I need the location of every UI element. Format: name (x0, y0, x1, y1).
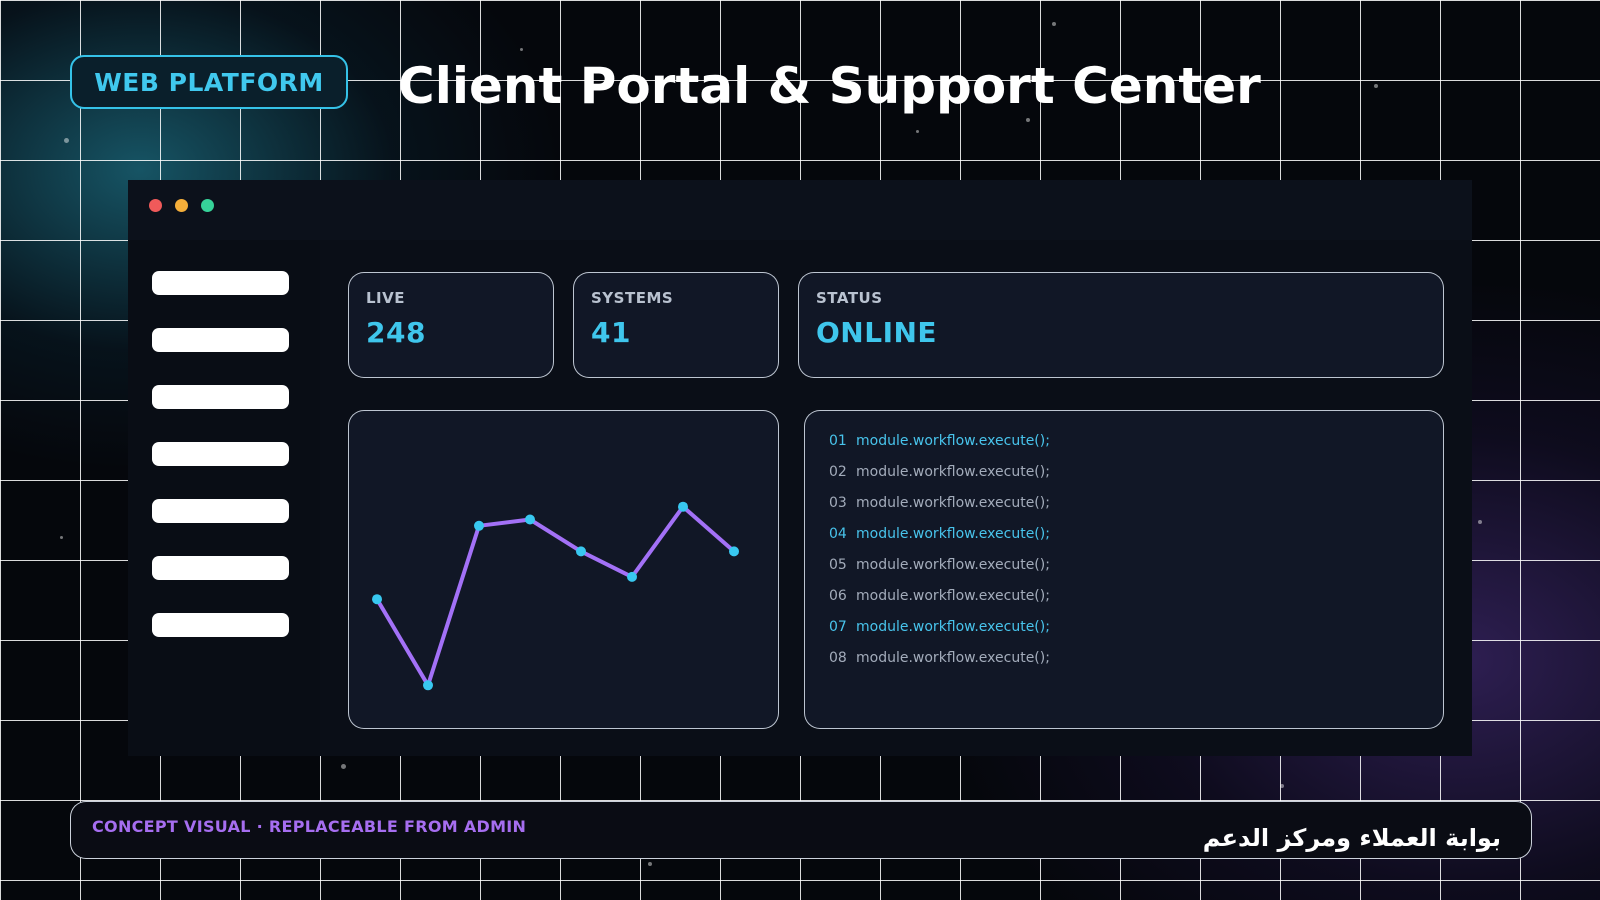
footer-caption: CONCEPT VISUAL · REPLACEABLE FROM ADMIN (92, 817, 527, 836)
code-line-text: module.workflow.execute(); (856, 619, 1050, 635)
code-line: 06 module.workflow.execute(); (829, 586, 1050, 606)
code-line-number: 05 (829, 557, 847, 573)
code-line-text: module.workflow.execute(); (856, 495, 1050, 511)
stat-value: 41 (591, 316, 631, 349)
data-point[interactable] (423, 680, 433, 691)
star (1026, 118, 1030, 122)
code-line-number: 07 (829, 619, 847, 635)
dashboard-content: LIVE 248 SYSTEMS 41 STATUS ONLINE 01 modu… (320, 240, 1472, 756)
data-point[interactable] (627, 571, 637, 582)
footer-bar: CONCEPT VISUAL · REPLACEABLE FROM ADMIN … (70, 801, 1532, 859)
code-line: 04 module.workflow.execute(); (829, 524, 1050, 544)
star (60, 536, 63, 539)
platform-badge: WEB PLATFORM (70, 55, 348, 109)
code-line-text: module.workflow.execute(); (856, 433, 1050, 449)
sidebar-item-5[interactable] (152, 499, 289, 523)
close-dot[interactable] (149, 199, 162, 212)
stat-label: LIVE (366, 289, 405, 307)
star (520, 48, 523, 51)
code-line-number: 08 (829, 650, 847, 666)
stat-value: ONLINE (816, 316, 938, 349)
star (341, 764, 346, 769)
sidebar-item-6[interactable] (152, 556, 289, 580)
sidebar-item-2[interactable] (152, 328, 289, 352)
stat-card-status: STATUS ONLINE (798, 272, 1444, 378)
sidebar-item-7[interactable] (152, 613, 289, 637)
data-point[interactable] (474, 520, 484, 531)
minimize-dot[interactable] (175, 199, 188, 212)
line-chart-panel (348, 410, 779, 729)
code-line: 08 module.workflow.execute(); (829, 648, 1050, 668)
window-titlebar (128, 180, 1472, 240)
code-line-number: 04 (829, 526, 847, 542)
star (1374, 84, 1378, 88)
star (916, 130, 919, 133)
sidebar-item-4[interactable] (152, 442, 289, 466)
footer-arabic-title: بوابة العملاء ومركز الدعم (1202, 824, 1501, 852)
code-line-text: module.workflow.execute(); (856, 557, 1050, 573)
code-line-number: 03 (829, 495, 847, 511)
data-point[interactable] (372, 594, 382, 605)
star (648, 862, 652, 866)
page-title: Client Portal & Support Center (398, 57, 1261, 115)
star (64, 138, 69, 143)
code-line: 02 module.workflow.execute(); (829, 462, 1050, 482)
data-point[interactable] (678, 501, 688, 512)
stat-card-systems: SYSTEMS 41 (573, 272, 779, 378)
code-line: 07 module.workflow.execute(); (829, 617, 1050, 637)
line-chart (372, 501, 739, 691)
stat-label: SYSTEMS (591, 289, 674, 307)
maximize-dot[interactable] (201, 199, 214, 212)
data-point[interactable] (576, 546, 586, 557)
code-panel: 01 module.workflow.execute(); 02 module.wor… (804, 410, 1444, 729)
code-line: 01 module.workflow.execute(); (829, 431, 1050, 451)
code-line-text: module.workflow.execute(); (856, 588, 1050, 604)
code-line-number: 01 (829, 433, 847, 449)
app-window-mockup: LIVE 248 SYSTEMS 41 STATUS ONLINE 01 modu… (128, 180, 1472, 756)
code-line: 05 module.workflow.execute(); (829, 555, 1050, 575)
code-line-number: 06 (829, 588, 847, 604)
data-point[interactable] (525, 514, 535, 525)
code-line-text: module.workflow.execute(); (856, 464, 1050, 480)
stat-value: 248 (366, 316, 426, 349)
code-line: 03 module.workflow.execute(); (829, 493, 1050, 513)
series-line (375, 504, 736, 688)
sidebar-item-1[interactable] (152, 271, 289, 295)
stat-card-live: LIVE 248 (348, 272, 554, 378)
code-line-text: module.workflow.execute(); (856, 526, 1050, 542)
sidebar (128, 240, 320, 756)
code-line-number: 02 (829, 464, 847, 480)
code-line-text: module.workflow.execute(); (856, 650, 1050, 666)
sidebar-item-3[interactable] (152, 385, 289, 409)
star (1052, 22, 1056, 26)
data-point[interactable] (729, 546, 739, 557)
star (1478, 520, 1482, 524)
stat-label: STATUS (816, 289, 883, 307)
star (1280, 784, 1284, 788)
